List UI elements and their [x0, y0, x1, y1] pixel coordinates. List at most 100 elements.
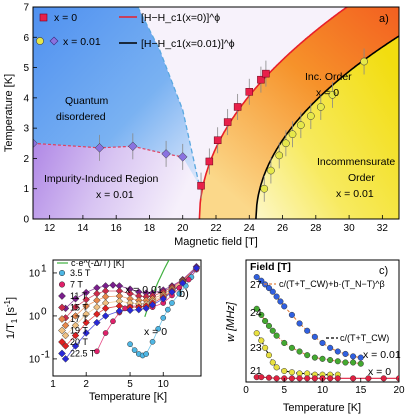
data-point-c-0-6 [278, 299, 284, 305]
legend-label-b-4: 17 T [70, 314, 88, 324]
data-point-c-2-3 [266, 352, 272, 358]
data-point-c-1-14 [343, 360, 349, 366]
panel-b: 1 2 5 1010-1100101 Temperature [K] 1/T1 [s-… [3, 219, 201, 403]
data-point-a-0-1 [206, 158, 213, 165]
data-point-c-1-4 [270, 328, 276, 334]
legend-fit-x0: [H−H_c1(x=0)]^ϕ [141, 12, 220, 24]
data-point-a-0-7 [262, 70, 269, 77]
data-point-c-1-6 [281, 340, 287, 346]
legend-label-b-7: 22.5 T [70, 349, 96, 359]
data-point-c-1-13 [335, 358, 341, 364]
legend-marker-x0 [40, 14, 47, 21]
legend-marker-b-1 [59, 282, 65, 288]
data-point-c-0-7 [281, 304, 287, 310]
data-point-c-1-9 [304, 352, 310, 358]
data-point-a-1-0 [261, 185, 268, 192]
panel-c-ylabel: w [MHz] [225, 301, 237, 342]
data-point-c-2-4 [270, 360, 276, 366]
y-tick-label: 2 [23, 154, 29, 165]
region-label-inc-order-1: Inc. Order [305, 71, 352, 83]
region-label-incomm-2: Order [348, 172, 375, 184]
panel-a: 12 14 16 18 20 22 24 26 28 30 3201234567 Magnetic … [3, 0, 399, 248]
legend-label-b-3: 15 T [70, 303, 88, 313]
panel-b-annotation-x001: x = 0.01 [125, 284, 163, 296]
data-point-c-1-2 [262, 318, 268, 324]
data-point-c-2-5 [274, 365, 280, 371]
data-point-b-1-1 [103, 330, 108, 335]
data-point-b-0-4 [144, 351, 149, 356]
data-point-c-2-2 [262, 345, 268, 351]
data-point-c-0-13 [327, 345, 333, 351]
data-point-a-0-2 [214, 137, 221, 144]
y-tick-exponent: 0 [41, 306, 47, 317]
data-point-c-3-8 [312, 376, 318, 382]
data-point-c-0-9 [297, 321, 303, 327]
data-point-a-1-3 [282, 140, 289, 147]
data-point-c-1-7 [289, 345, 295, 351]
data-point-c-0-4 [270, 289, 276, 295]
data-point-c-3-2 [266, 375, 272, 381]
x-tick-label: 5 [127, 379, 133, 390]
data-point-c-0-14 [335, 349, 341, 355]
x-tick-label: 5 [281, 385, 287, 396]
y-tick-label: 10 [29, 354, 41, 365]
legend-marker-b-0 [59, 270, 65, 276]
data-point-a-1-1 [267, 167, 274, 174]
data-point-c-0-8 [289, 312, 295, 318]
data-point-c-1-12 [327, 357, 333, 363]
legend-label-b-5: 19 T [70, 326, 88, 336]
panel-b-xlabel: Temperature [K] [89, 391, 167, 403]
panel-c: 0 5 10 15 20 Temperature [K] w [MHz] c) Fiel… [225, 260, 405, 414]
data-point-b-0-1 [132, 348, 137, 353]
data-point-c-1-5 [274, 333, 280, 339]
y-tick-exponent: 1 [41, 263, 47, 274]
data-point-c-3-6 [297, 376, 303, 382]
panel-c-xlabel: Temperature [K] [283, 402, 361, 414]
data-point-a-1-9 [360, 58, 367, 65]
x-tick-label: 15 [355, 385, 367, 396]
y-tick-label: 10 [29, 268, 41, 279]
data-point-b-0-8 [165, 307, 170, 312]
data-point-a-1-4 [289, 131, 296, 138]
x-tick-label: 32 [377, 223, 389, 234]
x-tick-label: 18 [144, 223, 156, 234]
panel-c-field-header: Field [T] [250, 261, 291, 273]
region-label-incomm-1: Incommensurate [317, 156, 395, 168]
data-point-c-3-5 [289, 376, 295, 382]
data-point-b-0-5 [150, 339, 155, 344]
data-point-a-1-6 [307, 112, 314, 119]
data-point-c-1-3 [266, 323, 272, 329]
panel-a-tag: a) [379, 13, 389, 25]
region-label-impurity-2: x = 0.01 [96, 189, 134, 201]
y-tick-label: 10 [29, 311, 41, 322]
data-point-c-0-10 [304, 328, 310, 334]
data-point-b-0-0 [127, 342, 132, 347]
legend-label-x001: x = 0.01 [63, 36, 101, 48]
data-point-c-3-7 [304, 376, 310, 382]
field-label-24: 24 [250, 307, 262, 319]
region-label-quantum-1: Quantum [65, 95, 108, 107]
legend-marker-x001-circle [36, 37, 43, 44]
data-point-c-2-7 [289, 369, 295, 375]
x-tick-label: 20 [393, 385, 405, 396]
data-point-c-0-15 [343, 351, 349, 357]
data-point-a-0-4 [234, 103, 241, 110]
data-point-c-3-10 [327, 376, 333, 382]
panel-a-xlabel: Magnetic field [T] [174, 236, 258, 248]
data-point-b-0-9 [169, 300, 174, 305]
data-point-b-1-12 [186, 277, 191, 282]
x-tick-label: 14 [77, 223, 89, 234]
x-tick-label: 28 [310, 223, 322, 234]
data-point-a-0-5 [246, 88, 253, 95]
panel-c-tag: c) [379, 265, 388, 277]
legend-fit-x001: [H−H_c1(x=0.01)]^ϕ [141, 38, 235, 50]
data-point-a-0-3 [224, 119, 231, 126]
data-point-c-3-11 [335, 376, 341, 382]
data-point-c-1-10 [312, 355, 318, 361]
x-tick-label: 30 [344, 223, 356, 234]
panel-b-ylabel: 1/T1 [s-1] [3, 297, 19, 339]
data-point-c-0-12 [320, 340, 326, 346]
y-tick-label: 5 [23, 63, 29, 74]
data-point-c-0-11 [312, 334, 318, 340]
region-label-quantum-2: disordered [56, 111, 106, 123]
